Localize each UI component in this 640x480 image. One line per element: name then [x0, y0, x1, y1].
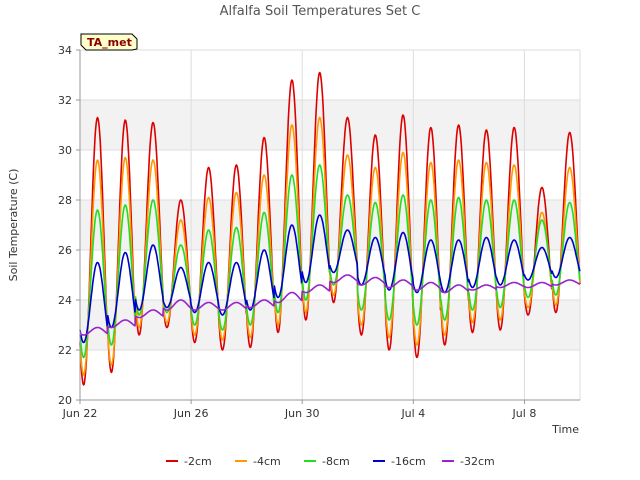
x-tick-label: Jun 26 — [173, 407, 209, 420]
y-tick-label: 26 — [58, 244, 72, 257]
y-tick-label: 30 — [58, 144, 72, 157]
station-badge: TA_met — [80, 33, 138, 51]
x-tick-label: Jul 4 — [400, 407, 425, 420]
y-axis-label: Soil Temperature (C) — [7, 169, 20, 282]
y-tick-label: 22 — [58, 344, 72, 357]
legend-label--8cm: -8cm — [322, 455, 350, 468]
series-line--16cm — [79, 214, 581, 344]
axes: 20 22 24 26 28 30 32 34 Jun 22 Jun 26 Jun 30 Jul 4 J… — [58, 44, 580, 420]
plot-band — [80, 100, 580, 150]
legend: -2cm -4cm -8cm -16cm -32cm — [166, 455, 495, 468]
badge-label: TA_met — [87, 36, 132, 49]
legend-label--2cm: -2cm — [184, 455, 212, 468]
y-tick-label: 20 — [58, 394, 72, 407]
plot-band — [80, 200, 580, 250]
plot-band — [80, 300, 580, 350]
badge-shape — [80, 33, 138, 51]
x-axis-label: Time — [551, 423, 579, 436]
x-tick-label: Jun 22 — [62, 407, 98, 420]
legend-label--4cm: -4cm — [253, 455, 281, 468]
x-tick-label: Jun 30 — [284, 407, 320, 420]
y-tick-label: 34 — [58, 44, 72, 57]
legend-label--16cm: -16cm — [391, 455, 426, 468]
legend-label--32cm: -32cm — [460, 455, 495, 468]
y-tick-label: 24 — [58, 294, 72, 307]
series-lines — [79, 71, 581, 386]
y-tick-label: 28 — [58, 194, 72, 207]
series-line--32cm — [79, 274, 581, 336]
y-tick-label: 32 — [58, 94, 72, 107]
x-tick-label: Jul 8 — [512, 407, 537, 420]
plot-area — [80, 50, 580, 400]
chart-title: Alfalfa Soil Temperatures Set C — [220, 4, 421, 19]
